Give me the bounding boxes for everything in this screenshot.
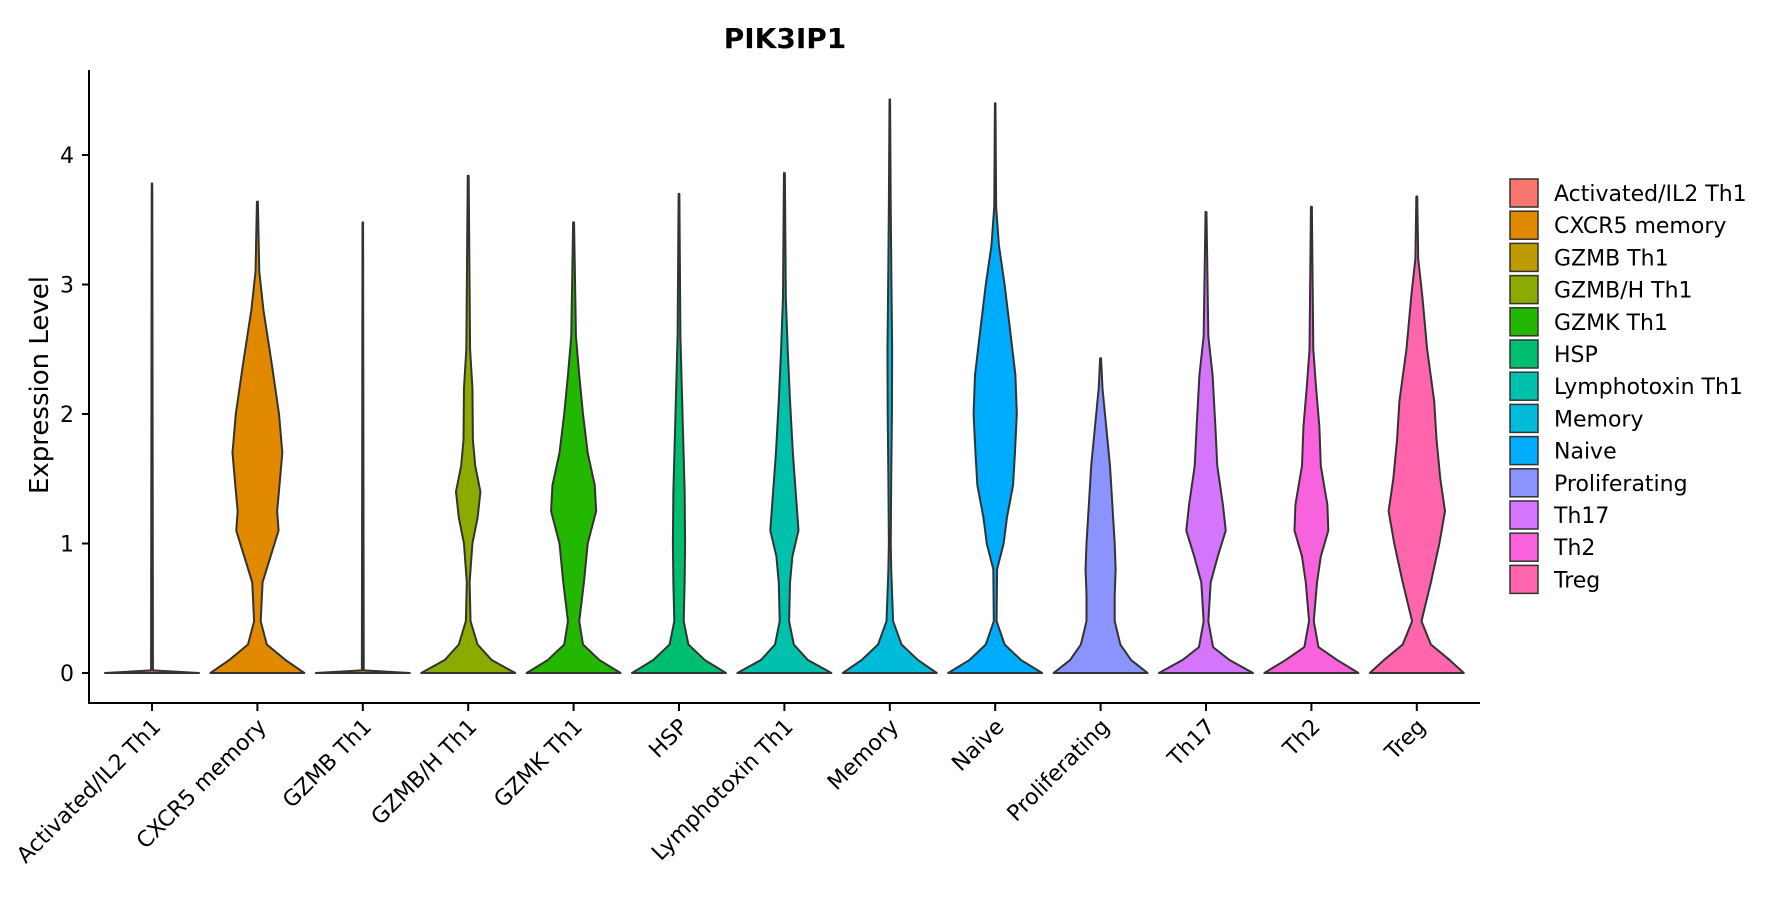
legend-swatch-gzmb-th1 bbox=[1509, 242, 1539, 273]
violin-gzmb-h-th1 bbox=[420, 174, 517, 674]
violin-naive bbox=[947, 102, 1044, 674]
x-tick-label-hsp: HSP bbox=[645, 715, 694, 764]
legend-label-proliferating: Proliferating bbox=[1554, 472, 1688, 497]
violin-lymphotoxin-th1 bbox=[736, 172, 833, 674]
violin-treg bbox=[1368, 195, 1465, 674]
violin-gzmb-th1 bbox=[314, 221, 411, 674]
legend-swatch-lymphotoxin-th1 bbox=[1509, 371, 1539, 401]
legend-swatch-th2 bbox=[1509, 532, 1539, 562]
y-tick-label: 2 bbox=[60, 403, 74, 428]
violin-th2 bbox=[1263, 205, 1360, 674]
x-tick-label-th17: Th17 bbox=[1163, 715, 1221, 773]
legend-label-activated-il2-th1: Activated/IL2 Th1 bbox=[1554, 182, 1747, 207]
x-tick-label-treg: Treg bbox=[1380, 715, 1431, 766]
violin-hsp bbox=[631, 192, 727, 674]
y-axis-label: Expression Level bbox=[25, 276, 55, 494]
y-tick-label: 3 bbox=[60, 274, 74, 299]
legend: Activated/IL2 Th1 CXCR5 memory GZMB Th1 GZM… bbox=[1509, 178, 1747, 595]
legend-label-naive: Naive bbox=[1554, 440, 1617, 465]
legend-swatch-hsp bbox=[1509, 339, 1539, 369]
legend-label-th2: Th2 bbox=[1553, 536, 1595, 561]
legend-label-gzmb-h-th1: GZMB/H Th1 bbox=[1554, 279, 1693, 304]
legend-swatch-proliferating bbox=[1509, 468, 1539, 498]
legend-label-gzmb-th1: GZMB Th1 bbox=[1554, 246, 1669, 271]
y-tick-label: 4 bbox=[60, 144, 74, 169]
x-tick-label-proliferating: Proliferating bbox=[1003, 715, 1115, 827]
violin-gzmk-th1 bbox=[525, 221, 622, 674]
violin-memory bbox=[841, 98, 938, 674]
legend-swatch-cxcr5-memory bbox=[1509, 210, 1539, 240]
y-tick-label: 1 bbox=[60, 533, 74, 558]
violin-proliferating bbox=[1052, 357, 1149, 674]
violin-cxcr5-memory bbox=[209, 200, 306, 674]
x-tick-label-memory: Memory bbox=[823, 715, 904, 796]
legend-label-cxcr5-memory: CXCR5 memory bbox=[1554, 214, 1726, 239]
x-tick-label-gzmb-h-th1: GZMB/H Th1 bbox=[367, 715, 483, 831]
chart-title: PIK3IP1 bbox=[724, 22, 847, 55]
violins-group bbox=[104, 98, 1465, 674]
y-ticks-group: 0 1 2 3 4 bbox=[60, 144, 89, 687]
legend-label-hsp: HSP bbox=[1554, 343, 1598, 368]
legend-label-lymphotoxin-th1: Lymphotoxin Th1 bbox=[1554, 375, 1743, 400]
legend-label-th17: Th17 bbox=[1553, 504, 1609, 529]
violin-activated-il2-th1 bbox=[104, 182, 200, 674]
x-tick-label-naive: Naive bbox=[947, 715, 1009, 777]
legend-swatch-memory bbox=[1509, 403, 1539, 434]
x-tick-label-gzmb-th1: GZMB Th1 bbox=[278, 715, 377, 814]
legend-swatch-treg bbox=[1509, 564, 1539, 595]
legend-label-gzmk-th1: GZMK Th1 bbox=[1554, 311, 1668, 336]
legend-swatch-gzmk-th1 bbox=[1509, 307, 1539, 337]
legend-swatch-naive bbox=[1509, 435, 1539, 466]
y-tick-label: 0 bbox=[60, 662, 74, 687]
x-tick-label-gzmk-th1: GZMK Th1 bbox=[490, 715, 588, 813]
legend-swatch-th17 bbox=[1509, 500, 1539, 530]
legend-label-treg: Treg bbox=[1553, 568, 1600, 593]
x-tick-label-th2: Th2 bbox=[1278, 715, 1326, 763]
legend-swatch-gzmb-h-th1 bbox=[1509, 274, 1539, 305]
legend-label-memory: Memory bbox=[1554, 407, 1643, 432]
legend-swatch-activated-il2-th1 bbox=[1509, 178, 1539, 208]
violin-th17 bbox=[1158, 210, 1254, 674]
